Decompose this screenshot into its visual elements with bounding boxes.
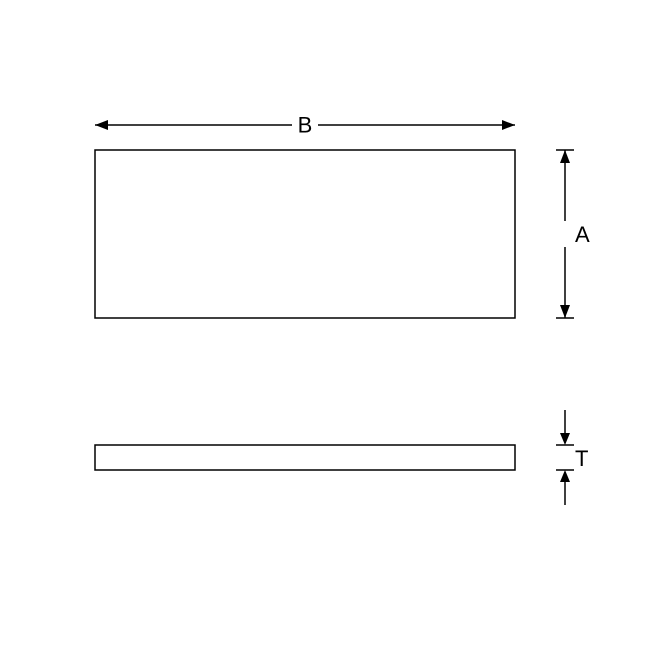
dimension-b: B [95, 113, 515, 138]
arrowhead-down-icon [560, 305, 570, 318]
arrowhead-up-icon [560, 470, 570, 482]
dimension-b-label: B [298, 113, 313, 138]
arrowhead-right-icon [502, 120, 515, 130]
arrowhead-left-icon [95, 120, 108, 130]
shape-top-rect [95, 150, 515, 318]
dimension-diagram: B A T [0, 0, 670, 670]
dimension-a: A [556, 150, 590, 318]
arrowhead-up-icon [560, 150, 570, 163]
dimension-t-label: T [575, 446, 588, 471]
dimension-t: T [556, 410, 588, 505]
arrowhead-down-icon [560, 433, 570, 445]
dimension-a-label: A [575, 222, 590, 247]
shape-bottom-rect [95, 445, 515, 470]
